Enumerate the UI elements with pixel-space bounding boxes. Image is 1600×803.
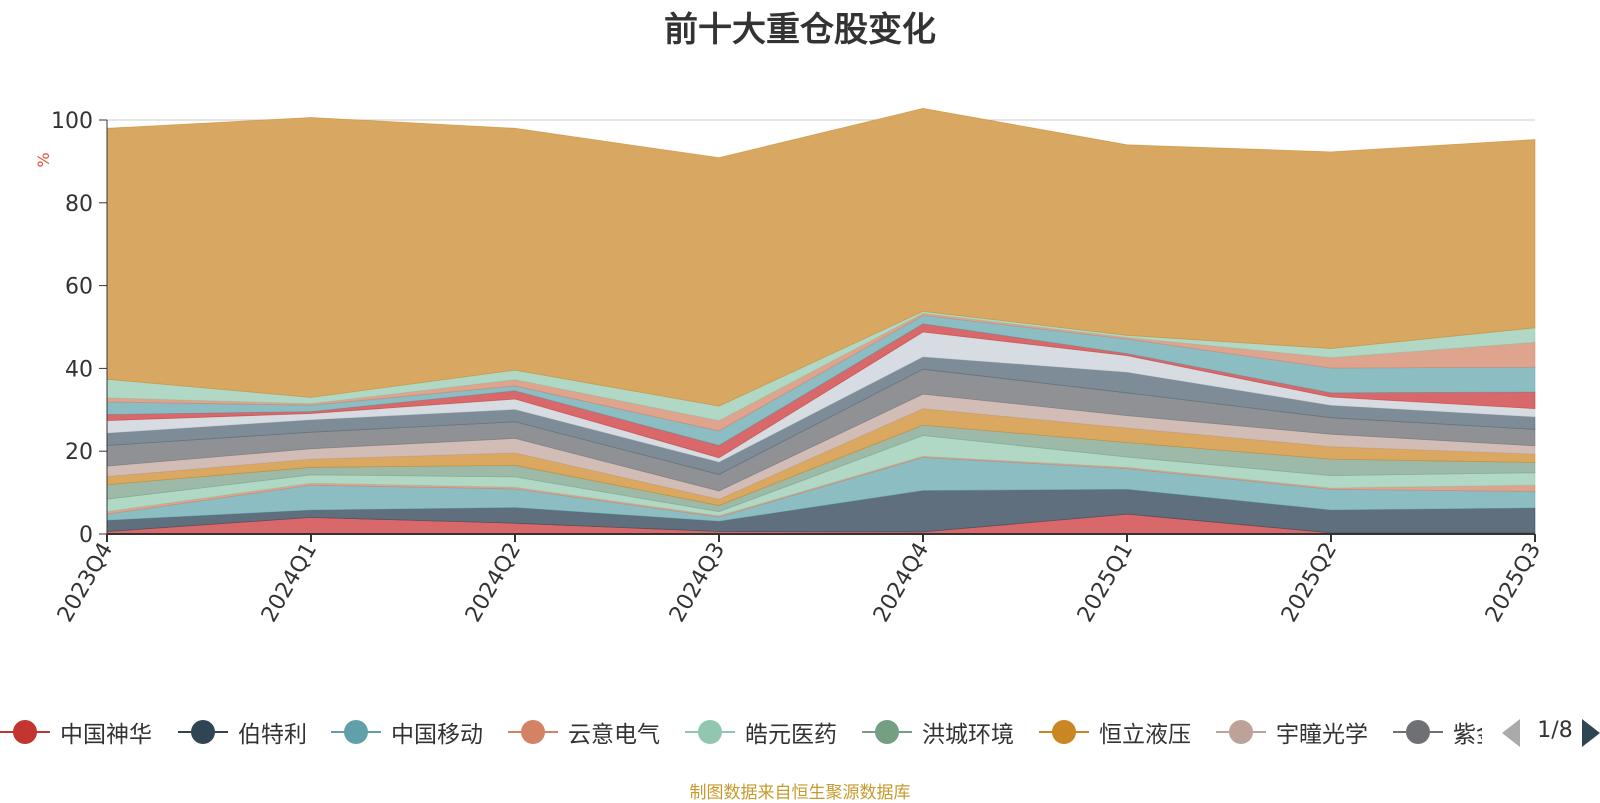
legend-marker-icon — [685, 710, 735, 754]
legend-marker-icon — [862, 710, 912, 754]
legend-next-page-icon[interactable] — [1582, 719, 1600, 747]
legend-prev-page-icon[interactable] — [1502, 719, 1520, 747]
legend-marker-icon — [0, 710, 50, 754]
legend-label: 宇瞳光学 — [1276, 722, 1368, 748]
legend-item-2[interactable]: 伯特利 — [178, 710, 307, 754]
y-tick-label-40: 40 — [65, 357, 93, 382]
legend-item-5[interactable]: 皓元医药 — [685, 710, 837, 754]
legend-page-indicator: 1/8 — [1537, 718, 1573, 743]
x-tick-label-2024Q4: 2024Q4 — [869, 539, 934, 627]
legend-item-4[interactable]: 云意电气 — [508, 710, 660, 754]
legend: 中国神华 伯特利 中国移动 云意电气 皓元医药 洪城环境 恒立液压 宇瞳光学 紫金矿业 1/8 — [0, 710, 1600, 754]
area-series — [106, 107, 1536, 535]
legend-marker-icon — [508, 710, 558, 754]
legend-item-8[interactable]: 宇瞳光学 — [1216, 710, 1368, 754]
legend-item-9[interactable]: 紫金矿业 — [1393, 710, 1482, 754]
stacked-area-chart: 0 20 40 60 80 100 2023Q4 2024Q1 2024Q2 2024Q3 2024… — [34, 107, 1546, 627]
y-tick-label-0: 0 — [79, 523, 93, 548]
legend-label: 皓元医药 — [745, 722, 837, 748]
legend-item-7[interactable]: 恒立液压 — [1039, 710, 1191, 754]
legend-items: 中国神华 伯特利 中国移动 云意电气 皓元医药 洪城环境 恒立液压 宇瞳光学 紫金矿业 — [0, 710, 1482, 754]
legend-item-1[interactable]: 中国神华 — [0, 710, 152, 754]
legend-item-6[interactable]: 洪城环境 — [862, 710, 1014, 754]
legend-marker-icon — [1393, 710, 1443, 754]
y-tick-label-100: 100 — [51, 109, 93, 134]
legend-label: 恒立液压 — [1099, 722, 1191, 748]
legend-label: 洪城环境 — [922, 722, 1014, 748]
x-tick-label-2023Q4: 2023Q4 — [53, 539, 118, 627]
legend-label: 伯特利 — [238, 722, 307, 748]
legend-marker-icon — [1216, 710, 1266, 754]
legend-label: 紫金矿业 — [1453, 722, 1482, 748]
y-tick-label-60: 60 — [65, 275, 93, 300]
chart-title: 前十大重仓股变化 — [664, 10, 936, 50]
legend-pager: 1/8 — [1500, 710, 1600, 754]
legend-marker-icon — [1039, 710, 1089, 754]
x-tick-label-2025Q2: 2025Q2 — [1277, 539, 1342, 627]
x-tick-label-2024Q1: 2024Q1 — [257, 539, 322, 627]
y-tick-label-80: 80 — [65, 192, 93, 217]
legend-label: 中国移动 — [391, 722, 483, 748]
y-tick-label-20: 20 — [65, 440, 93, 465]
x-tick-label-2024Q2: 2024Q2 — [461, 539, 526, 627]
area-16[interactable] — [106, 107, 1536, 407]
x-tick-label-2025Q3: 2025Q3 — [1481, 539, 1546, 627]
legend-item-3[interactable]: 中国移动 — [331, 710, 483, 754]
legend-label: 云意电气 — [568, 722, 660, 748]
legend-label: 中国神华 — [60, 722, 152, 748]
y-axis-label: % — [34, 152, 53, 167]
x-tick-label-2024Q3: 2024Q3 — [665, 539, 730, 627]
data-source-note: 制图数据来自恒生聚源数据库 — [689, 783, 911, 803]
legend-marker-icon — [331, 710, 381, 754]
x-tick-label-2025Q1: 2025Q1 — [1073, 539, 1138, 627]
legend-marker-icon — [178, 710, 228, 754]
